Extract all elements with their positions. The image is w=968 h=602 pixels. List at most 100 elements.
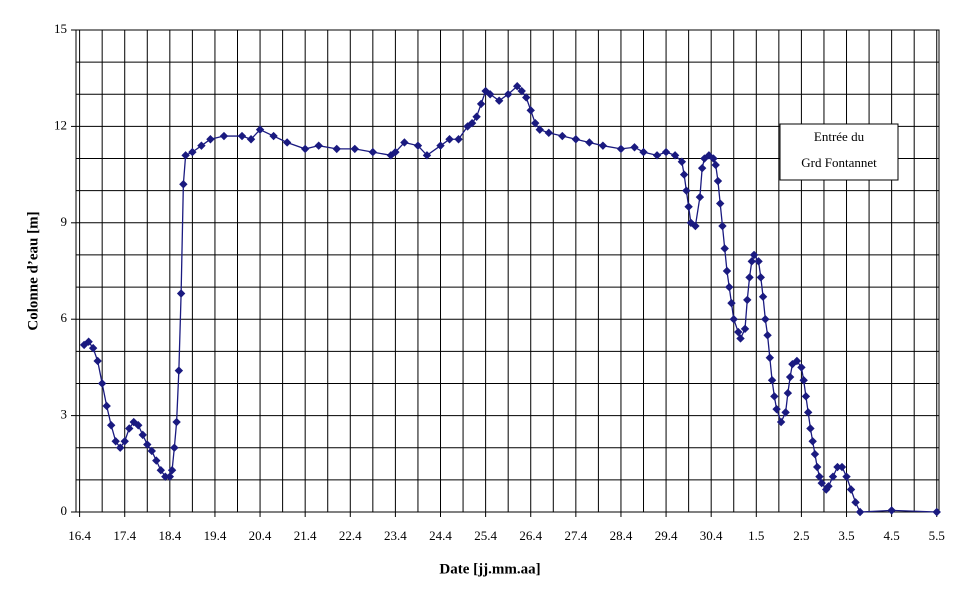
data-point (206, 135, 215, 144)
data-point (174, 366, 184, 375)
data-point (522, 93, 531, 102)
data-point (413, 141, 423, 150)
data-point (691, 221, 700, 231)
data-point (810, 449, 820, 459)
data-point (571, 135, 581, 144)
data-point (237, 131, 247, 141)
x-tick-label: 29.4 (655, 528, 678, 543)
data-point (639, 147, 648, 157)
x-tick-label: 17.4 (113, 528, 136, 543)
annotation-text: Entrée du (814, 129, 865, 144)
x-tick-label: 2.5 (793, 528, 809, 543)
data-point (138, 430, 147, 440)
data-point (170, 443, 179, 452)
data-point (535, 125, 544, 134)
data-point (616, 144, 626, 154)
data-point (763, 331, 772, 340)
data-point (801, 392, 811, 401)
data-point (711, 160, 720, 170)
data-point (797, 363, 806, 372)
data-point (806, 424, 815, 433)
data-point (815, 472, 824, 481)
data-point (436, 141, 445, 150)
x-axis-label: Date [jj.mm.aa] (439, 561, 540, 577)
y-tick-label: 9 (61, 214, 68, 229)
data-point (558, 131, 567, 141)
data-point (526, 106, 535, 115)
x-tick-label: 25.4 (474, 528, 497, 543)
y-tick-label: 6 (61, 310, 68, 325)
data-point (765, 353, 775, 362)
data-point (125, 424, 134, 433)
data-point (770, 392, 779, 401)
data-point (704, 151, 714, 160)
data-point (932, 507, 941, 517)
data-point (630, 143, 639, 152)
data-point (709, 154, 718, 163)
data-point (188, 147, 197, 157)
data-point (97, 379, 107, 388)
data-point (84, 337, 93, 346)
data-point (745, 273, 754, 282)
data-point (143, 440, 152, 449)
data-point (111, 437, 120, 446)
data-point (817, 478, 826, 488)
data-point (422, 151, 432, 160)
data-point (776, 417, 786, 427)
data-point (147, 446, 156, 456)
annotation-text: Grd Fontannet (801, 155, 877, 170)
data-point (799, 376, 808, 385)
x-tick-label: 4.5 (884, 528, 900, 543)
data-point (181, 151, 190, 160)
data-point (772, 404, 781, 414)
data-point (785, 372, 795, 382)
y-tick-label: 3 (61, 407, 68, 422)
data-point (652, 151, 662, 160)
data-point (120, 437, 129, 446)
data-point (684, 202, 693, 211)
data-point (172, 417, 181, 427)
data-point (517, 86, 526, 96)
x-tick-label: 23.4 (384, 528, 407, 543)
x-tick-label: 3.5 (838, 528, 854, 543)
y-axis-label: Colonne d’eau [m] (25, 211, 41, 330)
data-point (152, 456, 161, 465)
data-point (472, 112, 481, 121)
x-tick-label: 16.4 (68, 528, 91, 543)
data-point (697, 163, 707, 173)
data-point (179, 180, 188, 189)
data-point (531, 118, 540, 128)
data-point (736, 334, 745, 343)
data-point (720, 244, 729, 253)
data-point (679, 170, 689, 179)
data-point (332, 144, 341, 154)
data-point (445, 135, 454, 144)
data-point (282, 138, 292, 147)
x-tick-label: 18.4 (158, 528, 181, 543)
data-point (512, 82, 522, 91)
data-point (116, 443, 125, 452)
data-point (670, 151, 680, 160)
data-point (494, 96, 504, 105)
data-point (743, 295, 752, 305)
data-point (661, 147, 671, 157)
x-tick-label: 21.4 (294, 528, 317, 543)
data-point (300, 144, 310, 154)
data-point (102, 401, 111, 411)
data-point (269, 131, 278, 141)
data-point (851, 498, 860, 507)
data-point (783, 388, 793, 398)
x-tick-label: 24.4 (429, 528, 452, 543)
data-point (350, 144, 359, 154)
data-point (747, 257, 756, 266)
plot-border (75, 29, 940, 513)
x-tick-label: 20.4 (249, 528, 272, 543)
data-point (246, 135, 256, 144)
data-point (391, 147, 400, 157)
data-point (803, 408, 813, 417)
data-point (255, 125, 265, 134)
x-tick-label: 26.4 (519, 528, 542, 543)
data-point (686, 218, 696, 227)
data-point (314, 141, 323, 150)
